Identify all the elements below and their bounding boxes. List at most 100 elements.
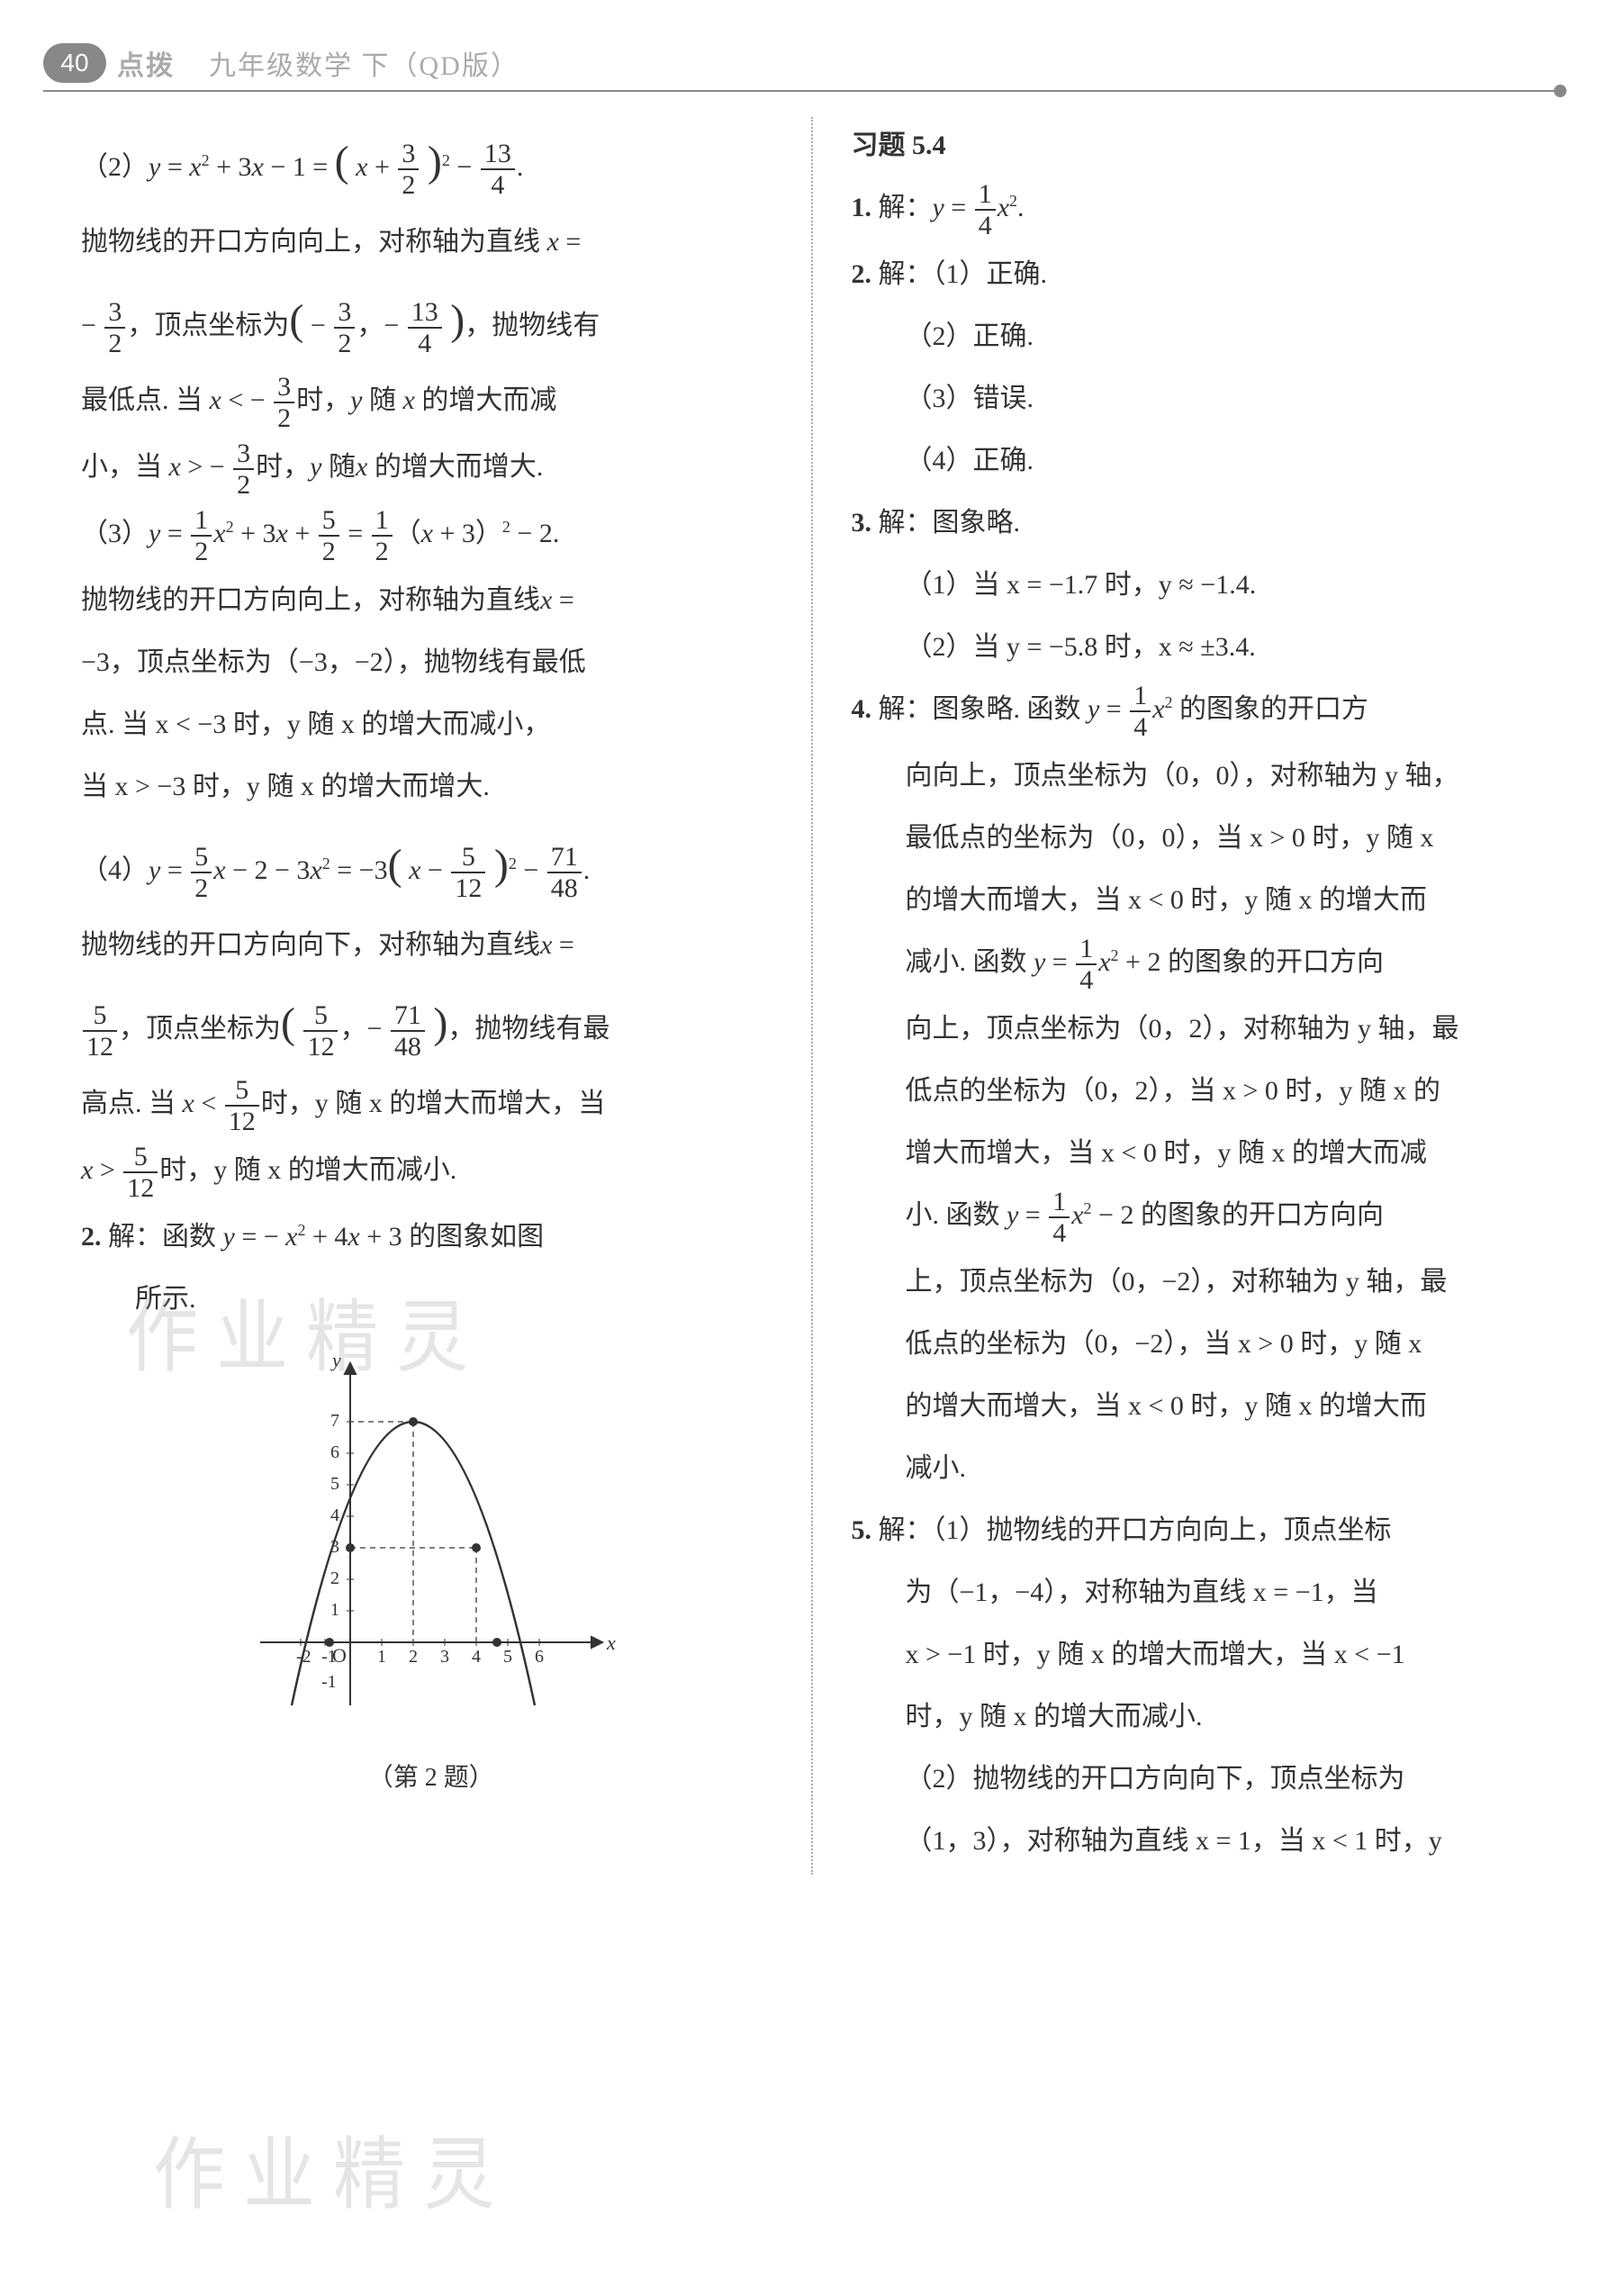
svg-text:x: x — [606, 1632, 616, 1654]
r-q4d: 最低点的坐标为（0，0），当 x > 0 时，y 随 x — [851, 809, 1544, 866]
svg-text:6: 6 — [535, 1647, 544, 1667]
left-p2b: 抛物线的开口方向向上，对称轴为直线 x = — [81, 213, 781, 270]
t: 的图象的开口方向向 — [1133, 1200, 1384, 1230]
svg-text:2: 2 — [409, 1647, 418, 1667]
title-prefix: 点拨 — [117, 51, 175, 81]
svg-text:6: 6 — [330, 1442, 339, 1462]
r-q4m: 上，顶点坐标为（0，−2），对称轴为 y 轴，最 — [851, 1253, 1544, 1310]
t: 抛物线的开口方向向下，对称轴为直线 — [81, 930, 540, 960]
svg-text:2: 2 — [330, 1568, 339, 1588]
left-p3e: 当 x > −3 时，y 随 x 的增大而增大. — [81, 758, 781, 815]
q3-num: 3. — [851, 508, 871, 538]
t: 的增大而增大. — [367, 452, 543, 482]
title-main: 九年级数学 下（QD版） — [209, 51, 519, 81]
t: 随 — [363, 385, 403, 415]
svg-text:-1: -1 — [321, 1647, 337, 1667]
r-q4j: 增大而增大，当 x < 0 时，y 随 x 的增大而减 — [851, 1125, 1544, 1181]
r-q5d: 时，y 随 x 的增大而减小. — [851, 1688, 1544, 1745]
graph-q2: x y O -2-1 12 34 56 12 34 56 7 -1 — [81, 1345, 781, 1805]
column-divider — [811, 117, 813, 1875]
t: （2） — [81, 152, 149, 182]
r-q4p: 减小. — [851, 1440, 1544, 1496]
svg-text:1: 1 — [330, 1600, 339, 1620]
r-q4a: 4. 解：图象略. 函数 y = 14x2 的图象的开口方 — [851, 681, 1544, 742]
r-q2c: （3）错误. — [851, 370, 1544, 427]
t: 抛物线的开口方向向上，对称轴为直线 — [81, 585, 540, 615]
t: 时， — [296, 385, 350, 415]
left-p4d: 高点. 当 x < 512时，y 随 x 的增大而增大，当 — [81, 1075, 781, 1136]
r-q4o: 的增大而增大，当 x < 0 时，y 随 x 的增大而 — [851, 1378, 1544, 1434]
t: ，抛物线有 — [465, 311, 600, 340]
t: ，抛物线有最 — [447, 1014, 609, 1044]
left-p2d: 最低点. 当 x < − 32时，y 随 x 的增大而减 — [81, 372, 781, 433]
left-p4: （4）y = 52x − 2 − 3x2 = −3( x − 512 )2 − … — [81, 820, 781, 911]
parabola-graph: x y O -2-1 12 34 56 12 34 56 7 -1 — [242, 1345, 620, 1723]
svg-text:y: y — [330, 1349, 341, 1371]
page-title: 点拨 九年级数学 下（QD版） — [117, 43, 519, 83]
t: ，顶点坐标为 — [119, 1014, 281, 1044]
t: 高点. 当 — [81, 1089, 183, 1118]
t: （3） — [81, 519, 149, 548]
svg-text:5: 5 — [503, 1647, 512, 1667]
r-q3b: （1）当 x = −1.7 时，y ≈ −1.4. — [851, 556, 1544, 613]
t: 的增大而减 — [415, 385, 557, 415]
r-q5f: （1，3），对称轴为直线 x = 1，当 x < 1 时，y — [851, 1812, 1544, 1869]
page-number-badge: 40 — [43, 43, 106, 83]
t: 解：（1）抛物线的开口方向向上，顶点坐标 — [878, 1515, 1391, 1545]
t: 的图象如图 — [402, 1222, 545, 1252]
svg-text:7: 7 — [330, 1411, 339, 1431]
left-p3b: 抛物线的开口方向向上，对称轴为直线x = — [81, 572, 781, 628]
t: 解：图象略. 函数 — [878, 694, 1088, 724]
t: 最低点. 当 — [81, 385, 210, 415]
t: 小，当 — [81, 452, 169, 482]
left-q2: 2. 解：函数 y = − x2 + 4x + 3 的图象如图 — [81, 1208, 781, 1265]
svg-text:3: 3 — [440, 1647, 449, 1667]
t: 解： — [878, 193, 932, 222]
header-dot — [1554, 85, 1566, 97]
watermark-2: 作业精灵 — [153, 2111, 513, 2226]
r-q2a: 2. 解：（1）正确. — [851, 246, 1544, 303]
q1-num: 1. — [851, 193, 871, 222]
left-p2e: 小，当 x > − 32时，y 随x 的增大而增大. — [81, 438, 781, 500]
svg-text:4: 4 — [472, 1647, 481, 1667]
r-q2b: （2）正确. — [851, 308, 1544, 365]
svg-text:-1: -1 — [321, 1672, 337, 1692]
t: 时， — [256, 452, 310, 482]
left-p4b: 抛物线的开口方向向下，对称轴为直线x = — [81, 917, 781, 973]
svg-text:1: 1 — [377, 1647, 386, 1667]
q2-num: 2. — [851, 259, 871, 289]
t: （4） — [81, 855, 149, 885]
t: ，顶点坐标为 — [127, 311, 289, 340]
t: 解：（1）正确. — [878, 259, 1047, 289]
q4-num: 4. — [851, 694, 871, 724]
q2-num: 2. — [81, 1222, 102, 1252]
svg-text:4: 4 — [330, 1505, 339, 1525]
r-q3a: 3. 解：图象略. — [851, 494, 1544, 551]
r-q4e: 的增大而增大，当 x < 0 时，y 随 x 的增大而 — [851, 872, 1544, 928]
t: 时，y 随 x 的增大而增大，当 — [261, 1089, 606, 1118]
section-title: 习题 5.4 — [851, 117, 1544, 174]
left-p4c: 512，顶点坐标为( 512，− 7148 )，抛物线有最 — [81, 979, 781, 1070]
left-p3d: 点. 当 x < −3 时，y 随 x 的增大而减小， — [81, 696, 781, 753]
t: 小. 函数 — [905, 1200, 1007, 1230]
r-q4n: 低点的坐标为（0，−2），当 x > 0 时，y 随 x — [851, 1315, 1544, 1372]
t: 减小. 函数 — [905, 947, 1034, 977]
left-q2b: 所示. — [81, 1270, 781, 1327]
t: 时，y 随 x 的增大而减小. — [159, 1155, 456, 1185]
svg-text:5: 5 — [330, 1474, 339, 1494]
t: 的图象的开口方 — [1173, 694, 1369, 724]
r-q5c: x > −1 时，y 随 x 的增大而增大，当 x < −1 — [851, 1626, 1544, 1683]
r-q5b: 为（−1，−4），对称轴为直线 x = −1，当 — [851, 1564, 1544, 1621]
left-p3: （3）y = 12x2 + 3x + 52 = 12（x + 3）2 − 2. — [81, 505, 781, 566]
left-p4e: x > 512时，y 随 x 的增大而减小. — [81, 1142, 781, 1203]
r-q3c: （2）当 y = −5.8 时，x ≈ ±3.4. — [851, 619, 1544, 675]
r-q4c: 向向上，顶点坐标为（0，0），对称轴为 y 轴， — [851, 747, 1544, 804]
t: 解：函数 — [108, 1222, 223, 1252]
graph-caption: （第 2 题） — [81, 1752, 781, 1805]
left-p3c: −3，顶点坐标为（−3，−2），抛物线有最低 — [81, 634, 781, 691]
r-q4f: 减小. 函数 y = 14x2 + 2 的图象的开口方向 — [851, 934, 1544, 995]
r-q2d: （4）正确. — [851, 432, 1544, 489]
t: 随 — [322, 452, 357, 482]
r-q5a: 5. 解：（1）抛物线的开口方向向上，顶点坐标 — [851, 1502, 1544, 1559]
header-rule — [43, 90, 1562, 92]
